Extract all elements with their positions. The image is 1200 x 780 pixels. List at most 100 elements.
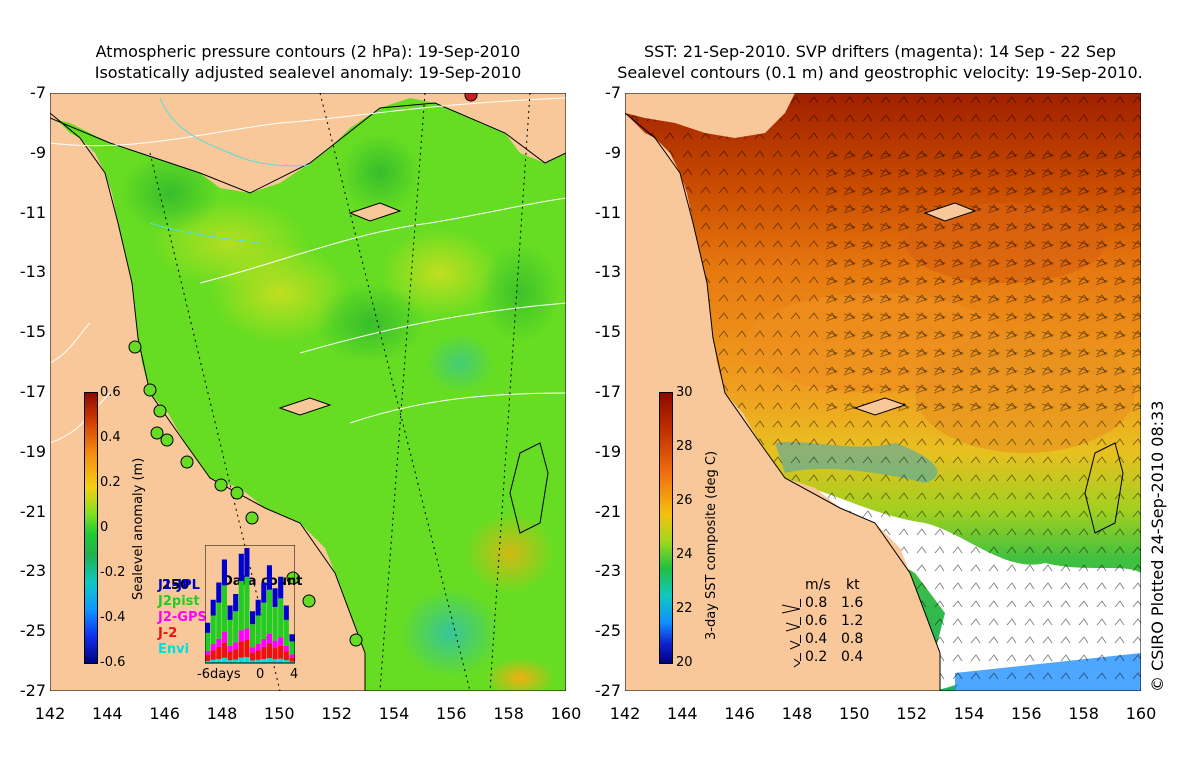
data-count-bar-segment <box>210 599 216 616</box>
right-x-tick: 146 <box>724 704 755 723</box>
right-x-tick: 150 <box>839 704 870 723</box>
data-count-bar-segment <box>233 659 239 663</box>
velocity-legend-ms: 0.8 <box>805 595 828 611</box>
right-y-tick: -11 <box>594 202 621 222</box>
left-x-tick: 160 <box>550 704 582 723</box>
data-count-bar-segment <box>278 637 284 646</box>
left-y-tick: -11 <box>19 202 46 222</box>
data-count-x-zero: 0 <box>256 667 265 682</box>
data-count-bar-segment <box>261 602 267 639</box>
velocity-legend-ms: 0.6 <box>805 613 828 629</box>
data-count-bar-segment <box>266 658 272 663</box>
left-x-tick: 158 <box>493 704 524 723</box>
data-count-bar-segment <box>289 661 295 663</box>
data-count-bar-segment <box>266 633 272 644</box>
data-count-x-end: 4 <box>290 667 299 682</box>
velocity-legend-kt: 1.6 <box>841 595 864 611</box>
data-count-bar-segment <box>210 644 216 651</box>
right-colorbar-tick: 22 <box>676 601 693 616</box>
left-colorbar-tick: 0 <box>100 520 109 535</box>
right-x-tick: 144 <box>667 704 698 723</box>
data-count-bar-segment <box>216 646 222 659</box>
right-y-tick: -15 <box>594 322 621 342</box>
data-count-bar-segment <box>250 624 256 648</box>
right-y-tick: -19 <box>594 441 621 461</box>
velocity-legend-kt: 1.2 <box>841 613 864 629</box>
data-count-bar-segment <box>283 605 289 620</box>
data-count-bar-segment <box>283 651 289 661</box>
left-x-tick: 152 <box>321 704 352 723</box>
left-y-tick: -27 <box>19 681 46 700</box>
data-count-bar-segment <box>289 654 295 658</box>
data-count-bar-segment <box>238 657 244 663</box>
data-count-bar-segment <box>266 589 272 634</box>
data-count-bar-segment <box>278 598 284 638</box>
data-count-max: 250 <box>162 578 190 593</box>
data-count-bar-segment <box>221 657 227 663</box>
left-x-tick: 156 <box>436 704 467 723</box>
data-count-bar-segment <box>255 599 261 616</box>
right-x-tick: 152 <box>896 704 927 723</box>
data-count-bar-segment <box>227 660 233 663</box>
data-count-bar-segment <box>205 622 211 633</box>
right-y-tick: -27 <box>594 681 621 700</box>
left-x-tick: 154 <box>378 704 410 723</box>
velocity-legend-arrow-icon <box>785 617 802 632</box>
data-count-bar-segment <box>261 646 267 659</box>
data-count-bar-segment <box>205 654 211 661</box>
data-count-bar-segment <box>278 658 284 663</box>
left-title-line1: Atmospheric pressure contours (2 hPa): 1… <box>95 42 521 61</box>
left-y-tick: -15 <box>19 322 46 342</box>
data-count-bar-segment <box>244 640 250 658</box>
data-count-bar-segment <box>227 651 233 661</box>
data-count-bar-segment <box>283 660 289 663</box>
data-count-bar-segment <box>221 585 227 632</box>
data-count-x-start: -6days <box>197 667 241 682</box>
data-count-bar-segment <box>261 638 267 647</box>
data-count-bar-segment <box>238 641 244 658</box>
right-colorbar-tick: 24 <box>676 547 693 562</box>
data-count-bar-segment <box>221 631 227 643</box>
velocity-legend-arrow-icon <box>789 635 802 650</box>
data-count-bar-segment <box>255 650 261 660</box>
data-count-bar-segment <box>205 660 211 663</box>
data-count-chart <box>205 545 295 664</box>
data-count-bar-segment <box>210 650 216 660</box>
data-count-bar-segment <box>210 615 216 645</box>
data-count-bar-segment <box>283 645 289 652</box>
velocity-legend-ms: 0.2 <box>805 649 828 665</box>
right-x-tick: 148 <box>781 704 813 723</box>
right-sst-map <box>625 93 1141 691</box>
data-count-frame <box>205 545 295 664</box>
velocity-legend-arrow-icon <box>781 599 801 614</box>
left-y-tick: -23 <box>19 561 46 581</box>
data-count-bar-segment <box>238 630 244 642</box>
data-count-bar-segment <box>233 642 239 650</box>
right-x-tick: 156 <box>1011 704 1042 723</box>
left-sla-map <box>50 93 566 691</box>
right-x-tick: 154 <box>953 704 985 723</box>
mission-legend-item: J1-JPL <box>158 578 200 593</box>
data-count-bar-segment <box>278 576 284 599</box>
data-count-bar-segment <box>250 647 256 653</box>
data-count-bar-segment <box>266 565 272 590</box>
velocity-legend-arrow-icon <box>793 653 801 668</box>
data-count-bar-segment <box>272 640 278 649</box>
data-count-bar-segment <box>278 645 284 659</box>
left-colorbar-tick: -0.6 <box>100 655 126 670</box>
data-count-bar-segment <box>261 582 267 603</box>
data-count-bar-segment <box>261 658 267 663</box>
data-count-bar-segment <box>272 588 278 607</box>
right-y-tick: -25 <box>594 621 621 641</box>
left-colorbar-tick: -0.2 <box>100 565 126 580</box>
left-x-tick: 146 <box>149 704 180 723</box>
velocity-legend-header-kt: kt <box>846 577 860 593</box>
data-count-bar-segment <box>227 605 233 620</box>
mission-legend-item: Envi <box>158 642 190 657</box>
left-x-tick: 144 <box>92 704 123 723</box>
left-colorbar-tick: 0.2 <box>100 475 121 490</box>
right-y-tick: -17 <box>594 382 621 401</box>
right-x-tick: 158 <box>1068 704 1099 723</box>
data-count-bar-segment <box>289 634 295 642</box>
right-y-tick: -7 <box>605 83 621 102</box>
